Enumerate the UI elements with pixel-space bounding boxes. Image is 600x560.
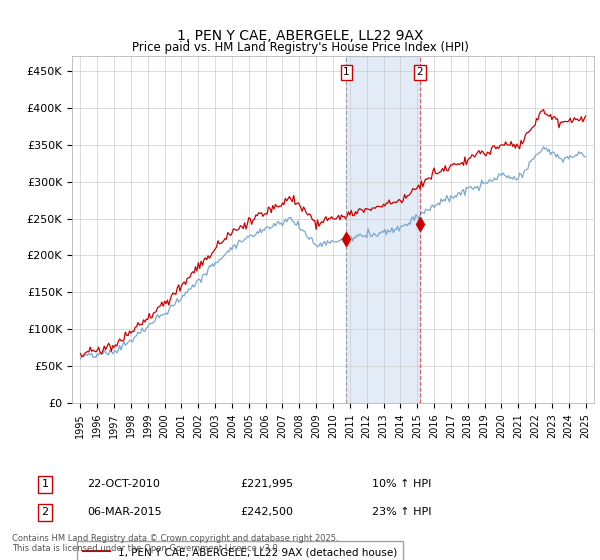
Text: £221,995: £221,995 (240, 479, 293, 489)
Text: 2: 2 (417, 67, 424, 77)
Text: 22-OCT-2010: 22-OCT-2010 (87, 479, 160, 489)
Text: 23% ↑ HPI: 23% ↑ HPI (372, 507, 431, 517)
Text: Contains HM Land Registry data © Crown copyright and database right 2025.
This d: Contains HM Land Registry data © Crown c… (12, 534, 338, 553)
Bar (346, 56, 420, 403)
Legend: 1, PEN Y CAE, ABERGELE, LL22 9AX (detached house), HPI: Average price, detached : 1, PEN Y CAE, ABERGELE, LL22 9AX (detach… (77, 541, 403, 560)
Text: 2: 2 (41, 507, 49, 517)
Text: 1: 1 (41, 479, 49, 489)
Text: 10% ↑ HPI: 10% ↑ HPI (372, 479, 431, 489)
Text: 1, PEN Y CAE, ABERGELE, LL22 9AX: 1, PEN Y CAE, ABERGELE, LL22 9AX (177, 29, 423, 44)
Text: £242,500: £242,500 (240, 507, 293, 517)
Text: 06-MAR-2015: 06-MAR-2015 (87, 507, 161, 517)
Text: Price paid vs. HM Land Registry's House Price Index (HPI): Price paid vs. HM Land Registry's House … (131, 41, 469, 54)
Text: 1: 1 (343, 67, 350, 77)
